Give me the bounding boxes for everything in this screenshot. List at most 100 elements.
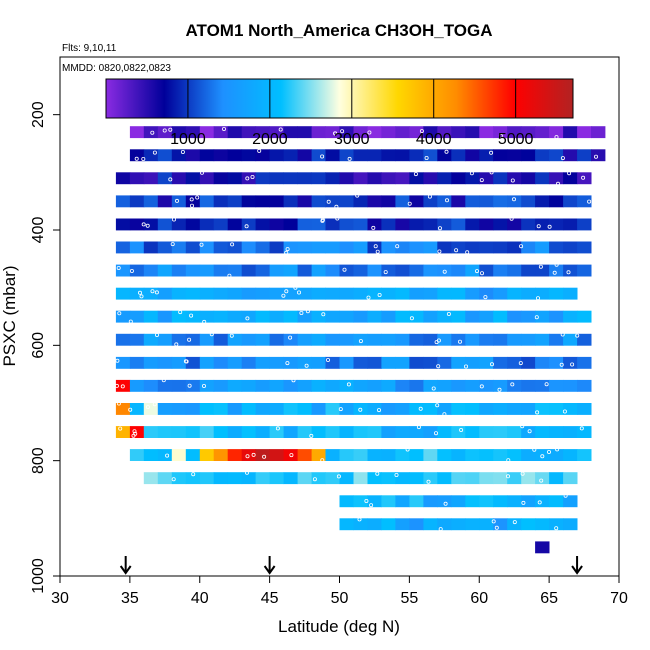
- sample-point: [547, 449, 552, 454]
- sample-point: [442, 269, 447, 274]
- sample-point: [168, 127, 173, 132]
- heatmap-cell: [353, 518, 368, 531]
- heatmap-cell: [185, 310, 201, 323]
- heatmap-cell: [339, 287, 354, 300]
- sample-point: [128, 319, 133, 324]
- heatmap-cell: [493, 518, 508, 531]
- heatmap-cell: [479, 403, 494, 415]
- sample-point: [369, 503, 374, 508]
- heatmap-cell: [577, 310, 592, 323]
- heatmap-cell: [549, 195, 564, 208]
- heatmap-cell: [143, 356, 159, 369]
- heatmap-cell: [241, 356, 257, 369]
- x-tick-label: 50: [331, 590, 349, 607]
- heatmap-cell: [353, 264, 368, 277]
- heatmap-cell: [507, 287, 522, 300]
- heatmap-cell: [283, 195, 298, 208]
- heatmap-cell: [409, 449, 424, 461]
- heatmap-cell: [451, 172, 466, 185]
- x-tick-label: 70: [610, 590, 628, 607]
- sample-point: [251, 452, 256, 457]
- heatmap-cell: [157, 310, 173, 323]
- heatmap-cell: [199, 241, 215, 254]
- heatmap-cell: [423, 264, 438, 277]
- heatmap-cell: [367, 518, 382, 531]
- heatmap-cell: [213, 310, 229, 323]
- heatmap-cell: [409, 149, 424, 162]
- heatmap-cell: [395, 195, 410, 208]
- heatmap-cell: [115, 195, 131, 208]
- heatmap-cell: [423, 172, 438, 185]
- sample-point: [570, 362, 575, 367]
- heatmap-cell: [381, 495, 396, 508]
- heatmap-cell: [381, 518, 396, 531]
- y-axis-label: PSXC (mbar): [0, 265, 19, 366]
- heatmap-cell: [353, 403, 368, 415]
- sample-point: [333, 131, 338, 136]
- sample-point: [575, 333, 580, 338]
- heatmap-cell: [227, 241, 243, 254]
- heatmap-cell: [129, 172, 145, 185]
- heatmap-cell: [339, 472, 354, 485]
- sample-point: [532, 447, 537, 452]
- heatmap-cell: [241, 379, 257, 392]
- sample-point: [579, 426, 584, 431]
- heatmap-cell: [507, 356, 522, 369]
- heatmap-cell: [157, 241, 173, 254]
- heatmap-cell: [535, 356, 550, 369]
- heatmap-cell: [549, 379, 564, 392]
- heatmap-cell: [129, 403, 145, 415]
- heatmap-cell: [227, 333, 243, 346]
- heatmap-cell: [115, 287, 131, 300]
- sample-point: [209, 332, 214, 337]
- colorbar-tick-label: 1000: [170, 131, 206, 148]
- sample-point: [288, 335, 293, 340]
- heatmap-cell: [269, 126, 284, 139]
- x-axis: 30 35 40 45 50 55 60 65 70: [51, 576, 628, 607]
- heatmap-cell: [157, 426, 173, 438]
- heatmap-cell: [549, 264, 564, 277]
- heatmap-cell: [381, 287, 396, 300]
- heatmap-cell: [507, 264, 522, 277]
- heatmap-cell: [437, 287, 452, 300]
- sample-point: [505, 474, 510, 479]
- heatmap-cell: [269, 241, 284, 254]
- heatmap-cell: [129, 333, 145, 346]
- heatmap-cell: [213, 218, 229, 231]
- heatmap-cell: [521, 241, 536, 254]
- heatmap-cell: [157, 195, 173, 208]
- heatmap-cell: [465, 333, 480, 346]
- heatmap-cell: [325, 172, 340, 185]
- sample-point: [180, 149, 185, 154]
- heatmap-cell: [381, 149, 396, 162]
- x-tick-label: 45: [261, 590, 279, 607]
- heatmap-cell: [493, 426, 508, 438]
- heatmap-cell: [325, 379, 340, 392]
- heatmap-cell: [269, 264, 284, 277]
- x-tick-label: 60: [470, 590, 488, 607]
- heatmap-cell: [465, 403, 480, 415]
- heatmap-cell: [157, 379, 173, 392]
- heatmap-cell: [451, 403, 466, 415]
- sample-point: [326, 199, 331, 204]
- heatmap-cell: [213, 126, 229, 139]
- colorbar-gradient: [105, 78, 574, 119]
- sample-point: [431, 386, 436, 391]
- heatmap-cell: [409, 379, 424, 392]
- sample-point: [413, 172, 418, 177]
- heatmap-cell: [283, 218, 298, 231]
- heatmap-cell: [507, 195, 522, 208]
- heatmap-cell: [199, 472, 215, 485]
- heatmap-cell: [409, 218, 424, 231]
- sample-point: [168, 177, 173, 182]
- heatmap-cell: [577, 126, 592, 139]
- heatmap-cell: [451, 495, 466, 508]
- heatmap-cell: [521, 287, 536, 300]
- sample-point: [189, 197, 194, 202]
- sample-point: [375, 471, 380, 476]
- heatmap-cell: [367, 495, 382, 508]
- heatmap-cell: [451, 333, 466, 346]
- heatmap-cell: [241, 472, 257, 485]
- sample-point: [165, 453, 170, 458]
- heatmap-cell: [185, 449, 201, 461]
